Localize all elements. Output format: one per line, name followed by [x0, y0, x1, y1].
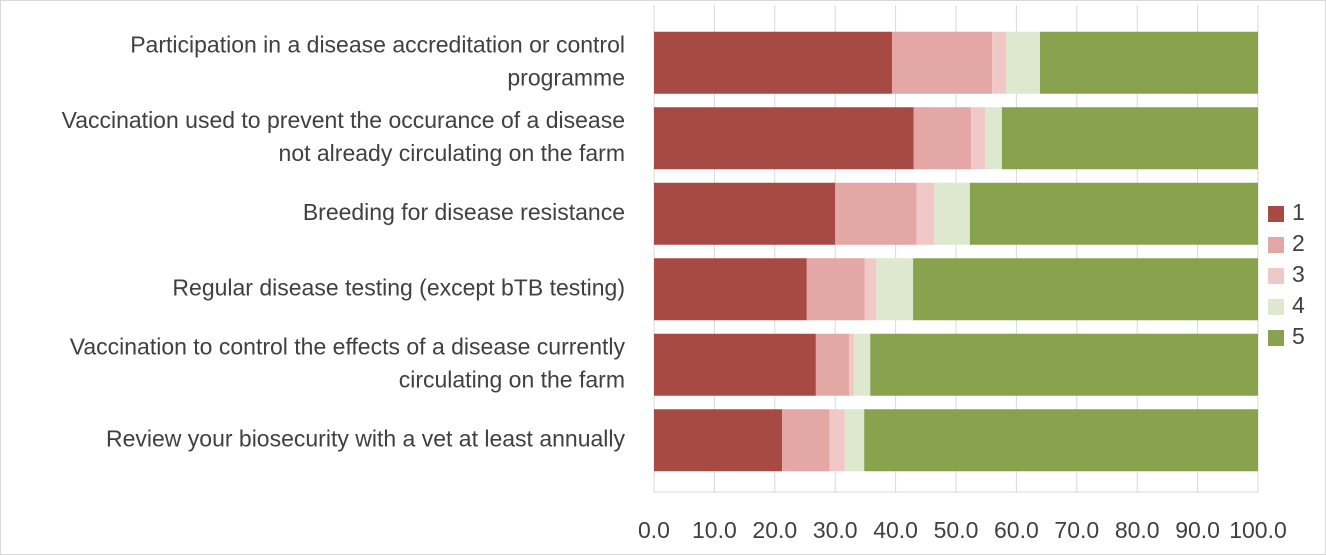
bar-segment: [815, 333, 850, 396]
bar-segment: [806, 258, 865, 321]
legend-swatch: [1268, 299, 1284, 315]
bar-segment: [864, 258, 877, 321]
bar-segment: [934, 182, 970, 245]
x-tick-label: 0.0: [638, 517, 670, 543]
legend-swatch: [1268, 206, 1284, 222]
bar-segment: [984, 107, 1002, 170]
bar-segment: [1039, 31, 1258, 94]
legend-swatch: [1268, 330, 1284, 346]
bar-segment: [654, 333, 816, 396]
bar-segment: [969, 182, 1258, 245]
bar-segment: [891, 31, 993, 94]
bar-segment: [876, 258, 914, 321]
bar-segment: [1006, 31, 1040, 94]
y-tick-label: Participation in a disease accreditation…: [130, 31, 625, 90]
bar-segment: [654, 409, 783, 472]
legend-label: 2: [1292, 230, 1305, 256]
x-tick-label: 70.0: [1054, 517, 1099, 543]
x-tick-label: 40.0: [873, 517, 918, 543]
bar-segment: [844, 409, 865, 472]
bar-segment: [864, 409, 1258, 472]
x-tick-label: 100.0: [1229, 517, 1287, 543]
x-tick-label: 10.0: [692, 517, 737, 543]
bar-segment: [782, 409, 830, 472]
y-tick-label: Vaccination used to prevent the occuranc…: [62, 107, 625, 166]
y-tick-label: Review your biosecurity with a vet at le…: [106, 425, 626, 451]
bar-segment: [916, 182, 935, 245]
bar-segment: [829, 409, 845, 472]
legend-swatch: [1268, 237, 1284, 253]
x-tick-label: 50.0: [934, 517, 979, 543]
bar-segment: [913, 258, 1258, 321]
bar-segment: [971, 107, 985, 170]
y-tick-label: Vaccination to control the effects of a …: [70, 333, 626, 392]
bar-segment: [853, 333, 871, 396]
x-tick-label: 80.0: [1115, 517, 1160, 543]
bar-segment: [870, 333, 1258, 396]
bar-segment: [654, 182, 836, 245]
bar-segment: [992, 31, 1007, 94]
bar-segment: [913, 107, 972, 170]
legend-swatch: [1268, 268, 1284, 284]
x-tick-label: 60.0: [994, 517, 1039, 543]
bar-segment: [654, 107, 914, 170]
y-tick-label: Regular disease testing (except bTB test…: [172, 274, 625, 300]
x-tick-label: 20.0: [752, 517, 797, 543]
legend-label: 3: [1292, 261, 1305, 287]
bar-segment: [654, 258, 807, 321]
bar-segment: [1001, 107, 1258, 170]
bar-segment: [849, 333, 854, 396]
y-tick-label: Breeding for disease resistance: [303, 199, 625, 225]
bar-segment: [835, 182, 917, 245]
legend-label: 1: [1292, 199, 1305, 225]
legend-label: 4: [1292, 292, 1305, 318]
x-tick-label: 90.0: [1175, 517, 1220, 543]
bar-segment: [654, 31, 892, 94]
legend-label: 5: [1292, 323, 1305, 349]
x-tick-label: 30.0: [813, 517, 858, 543]
